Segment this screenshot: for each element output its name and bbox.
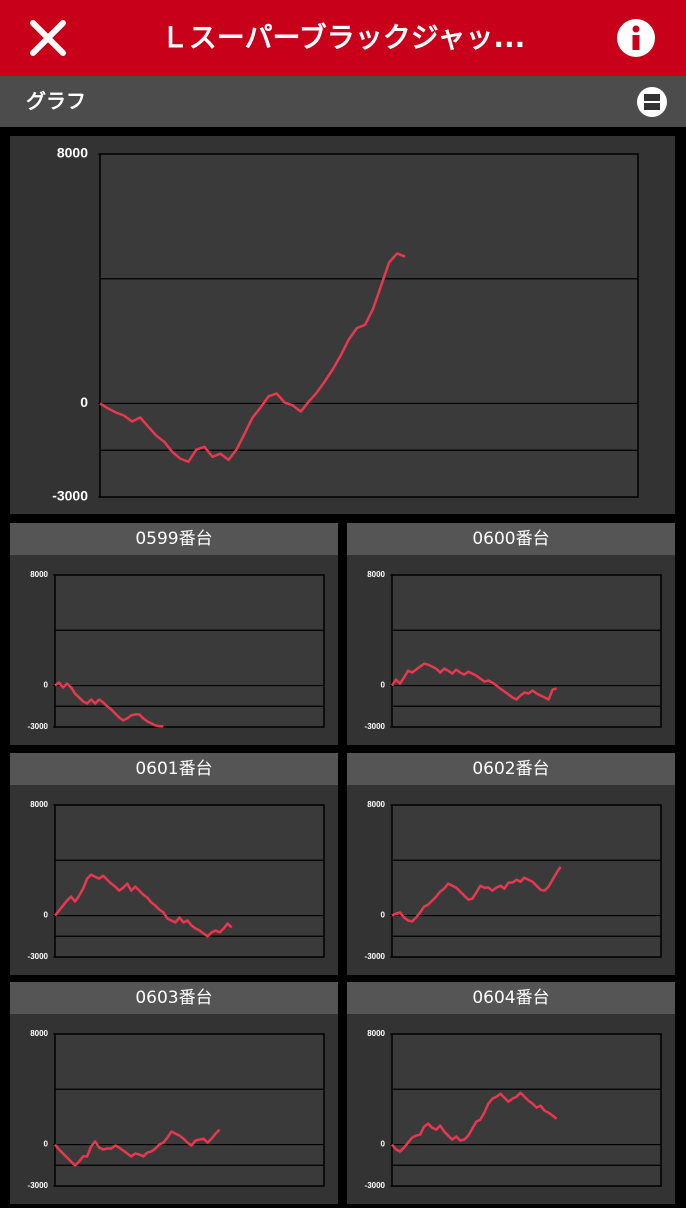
panel-title: 0603番台 (10, 982, 338, 1014)
y-tick-label: 0 (44, 1140, 49, 1149)
line-chart: -3000 0 8000 (28, 570, 325, 731)
panel-title: 0599番台 (10, 523, 338, 555)
plot-area (391, 574, 662, 728)
line-chart: -3000 0 8000 (365, 800, 662, 961)
y-tick-label: 8000 (57, 145, 88, 161)
plot-area (391, 804, 662, 958)
data-line (54, 873, 233, 938)
chart-panel: -3000 0 8000 (10, 555, 338, 745)
plot-area (54, 574, 325, 728)
layout-toggle[interactable] (636, 86, 668, 118)
section-bar: グラフ (0, 76, 686, 127)
line-chart: -3000 0 8000 (365, 1029, 662, 1190)
data-line (99, 252, 406, 464)
y-tick-label: -3000 (365, 952, 386, 961)
line-chart: -3000 0 8000 (28, 800, 325, 961)
y-tick-label: -3000 (52, 488, 88, 504)
plot-area (99, 153, 639, 498)
data-line (54, 681, 164, 728)
y-tick-label: 0 (80, 394, 88, 410)
chart-panel: -3000 0 8000 (10, 785, 338, 975)
section-title: グラフ (26, 89, 86, 113)
y-tick-label: -3000 (28, 722, 49, 731)
plot-area (54, 804, 325, 958)
y-tick-label: 8000 (30, 800, 48, 809)
y-tick-label: -3000 (365, 722, 386, 731)
chart-panel: -3000 0 8000 (347, 785, 675, 975)
chart-panel: -3000 0 8000 (347, 1014, 675, 1204)
y-tick-label: 8000 (367, 570, 385, 579)
y-tick-label: 0 (381, 911, 386, 920)
line-chart: -3000 0 8000 (28, 1029, 325, 1190)
chart-panel: -3000 0 8000 (10, 136, 675, 514)
y-tick-label: 0 (381, 681, 386, 690)
plot-area (391, 1033, 662, 1187)
panel-title: 0602番台 (347, 753, 675, 785)
chart-panel: -3000 0 8000 (347, 555, 675, 745)
data-line (391, 1091, 558, 1153)
y-tick-label: 8000 (367, 1029, 385, 1038)
y-tick-label: -3000 (365, 1181, 386, 1190)
top-bar: Ｌスーパーブラックジャッ... (0, 0, 686, 76)
close-button[interactable] (30, 20, 66, 56)
y-tick-label: -3000 (28, 952, 49, 961)
panel-title: 0600番台 (347, 523, 675, 555)
y-tick-label: 8000 (30, 570, 48, 579)
data-line (54, 1128, 221, 1167)
panel-title: 0601番台 (10, 753, 338, 785)
y-tick-label: 0 (381, 1140, 386, 1149)
y-tick-label: 8000 (30, 1029, 48, 1038)
panel-title: 0604番台 (347, 982, 675, 1014)
info-button[interactable] (616, 18, 656, 58)
y-tick-label: 0 (44, 911, 49, 920)
plot-area (54, 1033, 325, 1187)
data-line (390, 662, 557, 701)
y-tick-label: -3000 (28, 1181, 49, 1190)
line-chart: -3000 0 8000 (365, 570, 662, 731)
line-chart: -3000 0 8000 (52, 145, 639, 504)
page-title: Ｌスーパーブラックジャッ... (160, 21, 526, 54)
y-tick-label: 0 (44, 681, 49, 690)
data-line (391, 866, 562, 923)
y-tick-label: 8000 (367, 800, 385, 809)
chart-panel: -3000 0 8000 (10, 1014, 338, 1204)
